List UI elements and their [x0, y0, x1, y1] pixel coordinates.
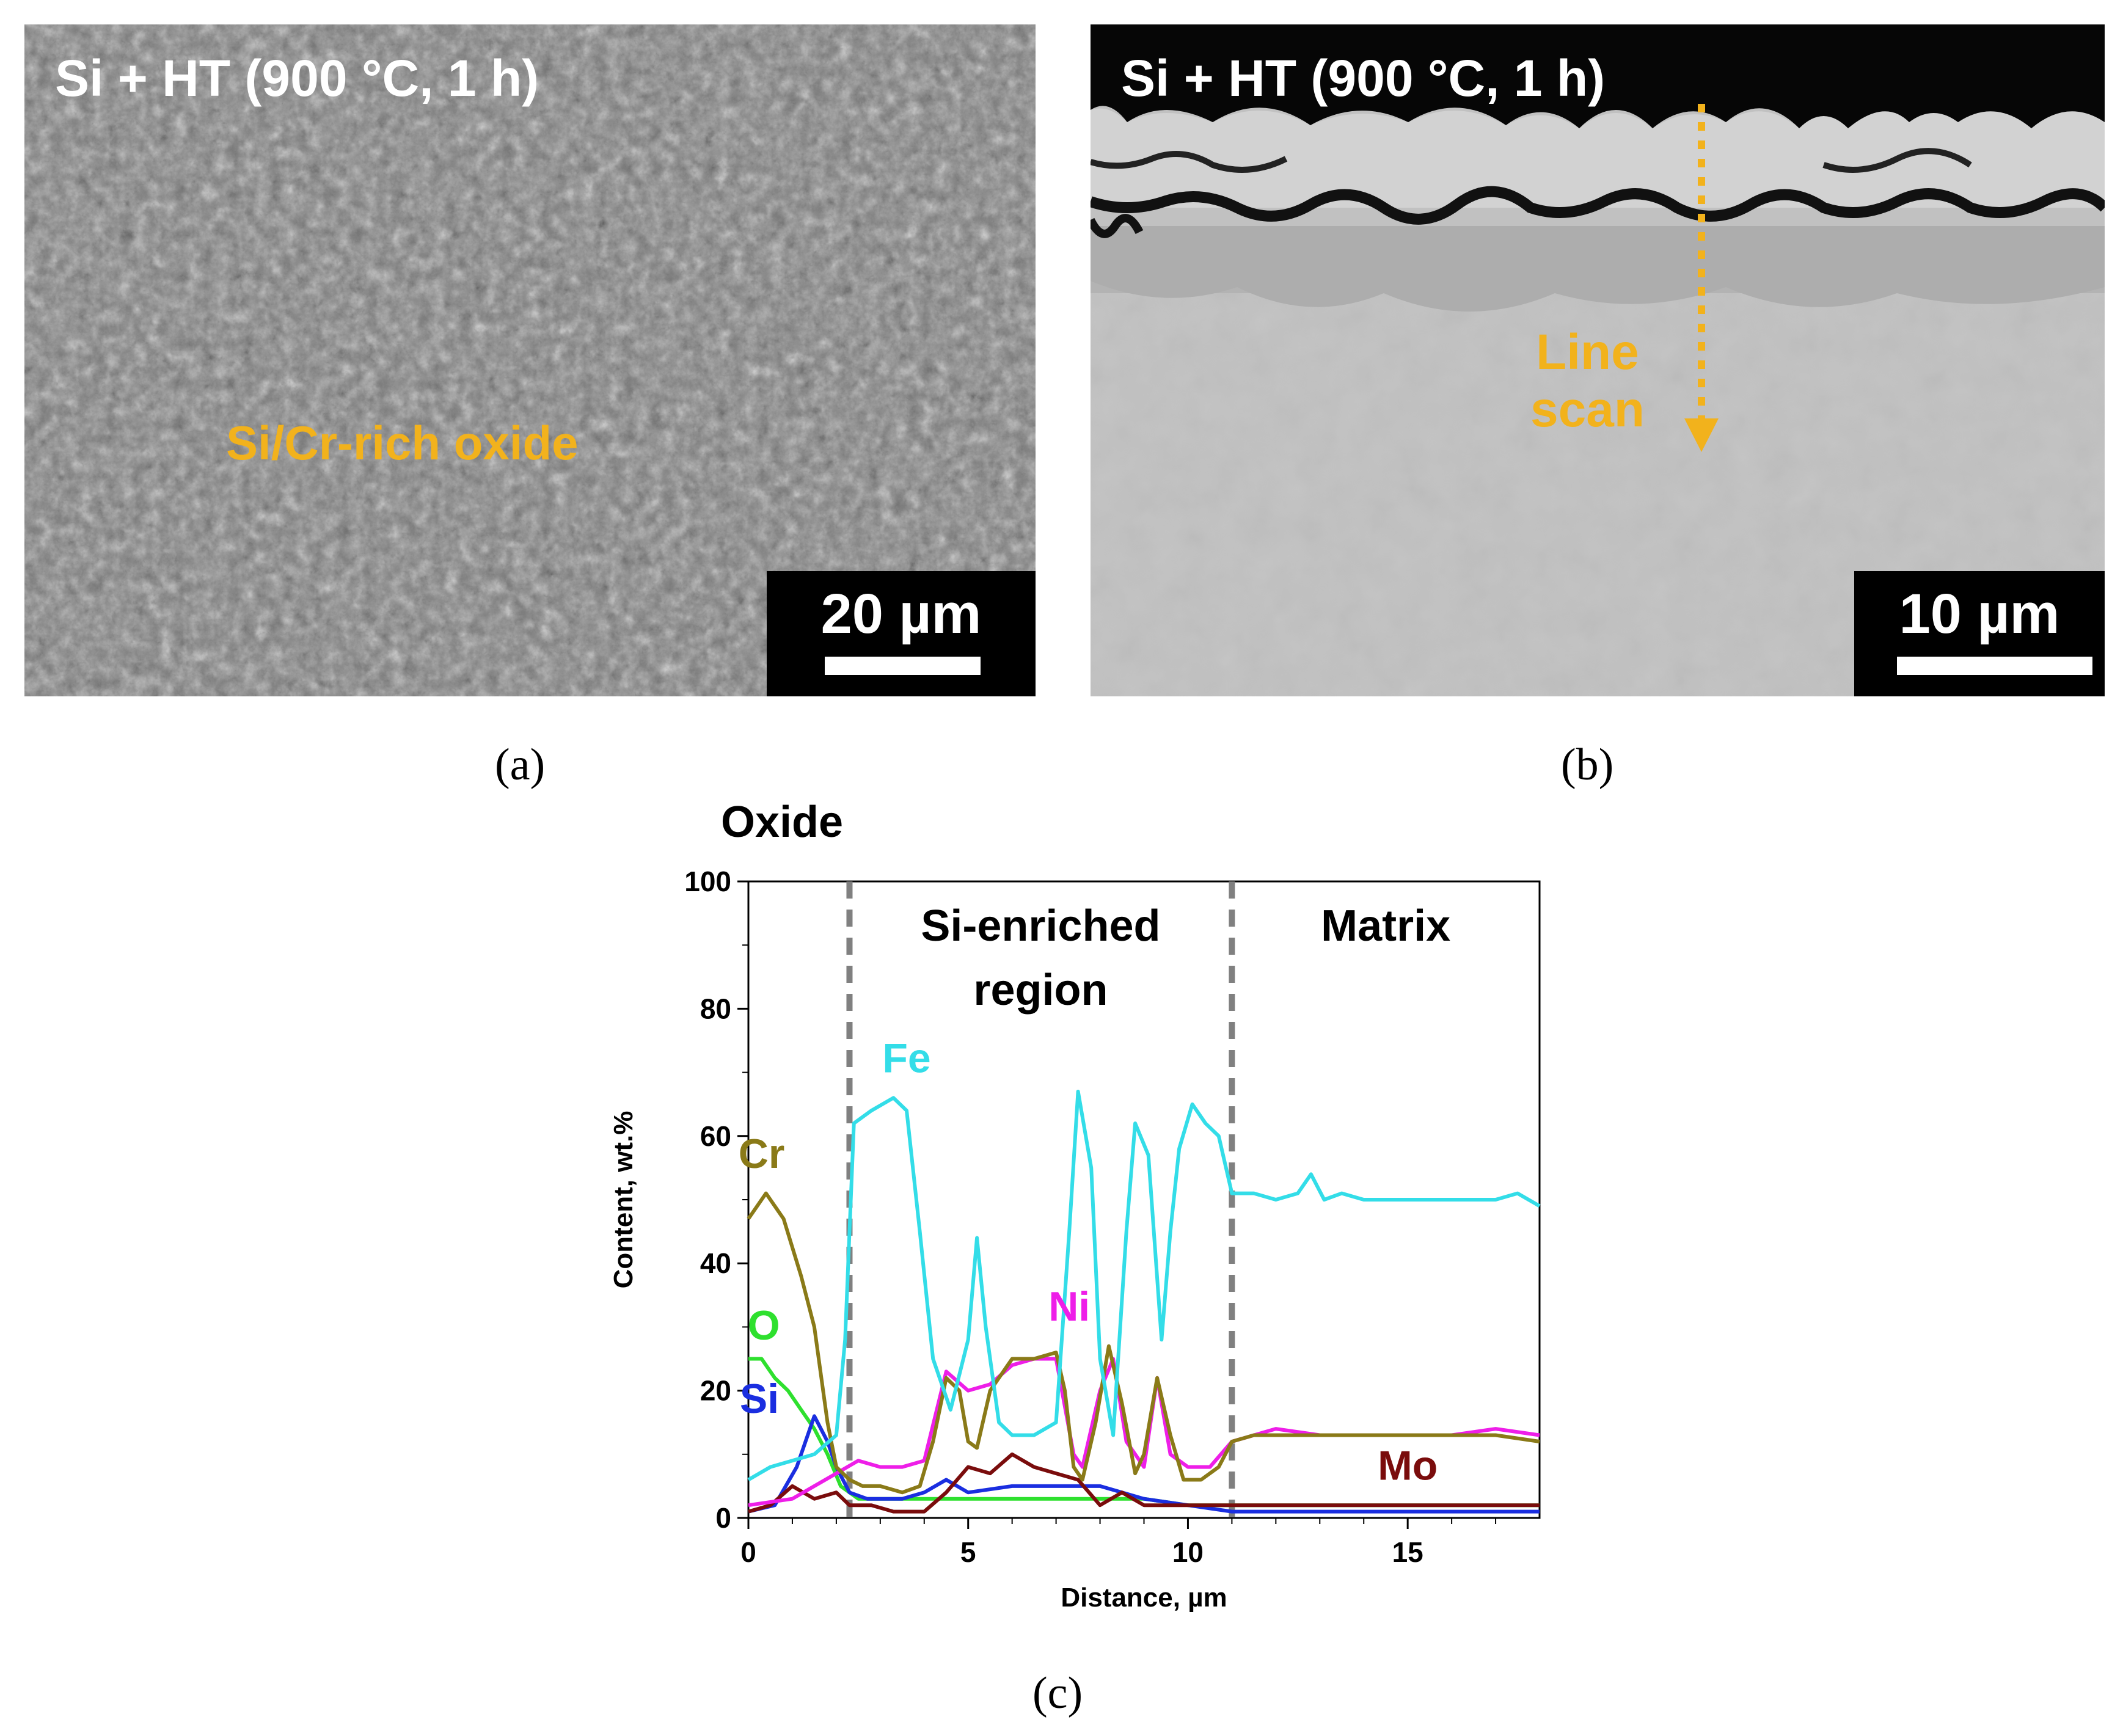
- region-label-1: Si-enriched: [921, 902, 1160, 950]
- x-tick-label: 5: [960, 1536, 976, 1568]
- series-layer: [747, 1089, 1541, 1514]
- scale-bar: 20 µm: [767, 571, 1036, 696]
- series-label-cr: Cr: [739, 1131, 785, 1177]
- y-tick-label: 80: [700, 993, 731, 1024]
- line-scan-annotation: Line scan: [1530, 324, 1645, 439]
- line-scan-label-2: scan: [1530, 382, 1645, 438]
- y-tick-label: 100: [684, 866, 731, 897]
- y-tick-label: 0: [715, 1502, 731, 1534]
- scale-bar: 10 µm: [1854, 571, 2105, 696]
- scale-bar-line: [1897, 657, 2092, 675]
- y-axis-label: Content, wt.%: [608, 1111, 638, 1289]
- cross-section-micrograph: [1091, 24, 2105, 696]
- x-tick-label: 0: [740, 1536, 756, 1568]
- series-line-fe: [747, 1089, 1541, 1482]
- y-tick-label: 40: [700, 1247, 731, 1279]
- series-line-mo: [748, 1452, 1540, 1514]
- oxide-annotation: Si/Cr-rich oxide: [226, 416, 579, 470]
- sem-plan-view-image: Si + HT (900 °C, 1 h) Si/Cr-rich oxide 2…: [24, 24, 1036, 696]
- x-tick-label: 10: [1172, 1536, 1204, 1568]
- series-label-mo: Mo: [1378, 1442, 1438, 1489]
- axis-ticks: 0 5 10 15 0 20 40 60 80 100: [684, 866, 1497, 1568]
- x-axis-label: Distance, µm: [1061, 1583, 1227, 1613]
- oxide-surface-micrograph: [24, 24, 1036, 696]
- chart-labels: Distance, µm Content, wt.% Oxide Si-enriche…: [608, 798, 1450, 1613]
- series-label-ni: Ni: [1048, 1283, 1090, 1330]
- y-tick-label: 60: [700, 1120, 731, 1152]
- region-label-2: region: [973, 966, 1108, 1015]
- x-tick-label: 15: [1392, 1536, 1423, 1568]
- scale-bar-label: 10 µm: [1899, 583, 2060, 645]
- y-tick-label: 20: [700, 1375, 731, 1407]
- region-label-0: Oxide: [721, 798, 843, 847]
- line-scan-label-1: Line: [1536, 324, 1639, 380]
- caption-c: (c): [1032, 1668, 1083, 1718]
- panel-b-title: Si + HT (900 °C, 1 h): [1121, 49, 1606, 107]
- caption-a: (a): [495, 740, 546, 790]
- series-line-si: [748, 1414, 1540, 1514]
- line-scan-chart: 0 5 10 15 0 20 40 60 80 100 Distance, µm Content, …: [608, 798, 1541, 1613]
- panel-a-title: Si + HT (900 °C, 1 h): [55, 49, 539, 107]
- series-label-si: Si: [740, 1376, 779, 1422]
- scale-bar-line: [825, 657, 981, 675]
- scale-bar-label: 20 µm: [820, 583, 982, 645]
- sem-cross-section-image: Si + HT (900 °C, 1 h) Line scan 10 µm: [1091, 24, 2105, 696]
- caption-b: (b): [1561, 740, 1614, 790]
- series-label-o: O: [748, 1302, 780, 1349]
- series-label-fe: Fe: [882, 1035, 930, 1082]
- region-label-3: Matrix: [1321, 902, 1450, 950]
